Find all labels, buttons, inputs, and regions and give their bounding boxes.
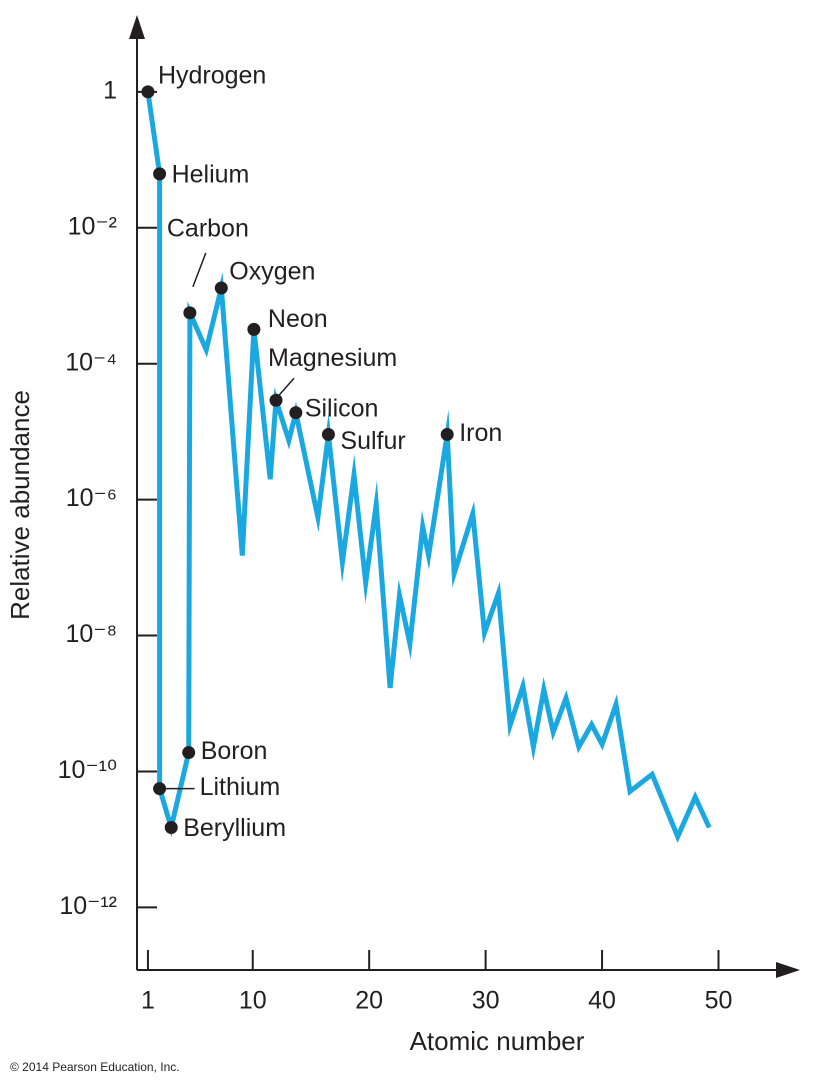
element-label: Iron xyxy=(459,419,502,447)
element-label: Lithium xyxy=(200,773,281,801)
point-marker xyxy=(289,406,303,420)
leader-line xyxy=(192,252,207,288)
x-tick-label: 50 xyxy=(705,987,733,1015)
y-tick-label: 10⁻⁶ xyxy=(66,484,117,512)
y-axis-title: Relative abundance xyxy=(5,390,35,620)
element-label: Neon xyxy=(268,305,328,333)
y-tick-label: 1 xyxy=(103,76,117,104)
element-label: Sulfur xyxy=(340,427,405,455)
point-marker xyxy=(440,427,454,441)
y-tick-label: 10⁻² xyxy=(68,212,117,240)
point-marker xyxy=(153,782,167,796)
point-marker xyxy=(214,281,228,295)
point-marker xyxy=(247,322,261,336)
data-line xyxy=(145,91,712,843)
x-tick-label: 1 xyxy=(141,987,155,1015)
point-marker xyxy=(153,167,167,181)
y-tick-label: 10⁻¹⁰ xyxy=(58,756,117,784)
point-marker xyxy=(141,85,155,99)
x-axis-title: Atomic number xyxy=(410,1026,585,1056)
y-tick-label: 10⁻⁸ xyxy=(65,620,117,648)
point-marker xyxy=(164,820,178,834)
y-axis-arrow xyxy=(129,15,145,39)
element-label: Magnesium xyxy=(268,344,397,372)
element-label: Beryllium xyxy=(183,814,286,842)
point-marker xyxy=(321,427,335,441)
x-axis-arrow xyxy=(776,962,800,978)
leader-line xyxy=(278,377,295,396)
element-label: Helium xyxy=(172,161,250,189)
y-tick-label: 10⁻¹² xyxy=(59,892,117,920)
element-label: Carbon xyxy=(167,214,249,242)
x-tick-label: 10 xyxy=(239,987,267,1015)
point-marker xyxy=(269,393,283,407)
x-tick-label: 30 xyxy=(472,987,500,1015)
element-label: Hydrogen xyxy=(158,61,266,89)
point-marker xyxy=(182,746,196,760)
element-label: Silicon xyxy=(305,394,379,422)
x-tick-label: 40 xyxy=(588,987,616,1015)
x-tick-label: 20 xyxy=(355,987,383,1015)
credit: © 2014 Pearson Education, Inc. xyxy=(10,1060,180,1074)
y-tick-label: 10⁻⁴ xyxy=(65,348,117,376)
element-label: Oxygen xyxy=(229,258,315,286)
element-label: Boron xyxy=(201,737,268,765)
point-marker xyxy=(183,306,197,320)
